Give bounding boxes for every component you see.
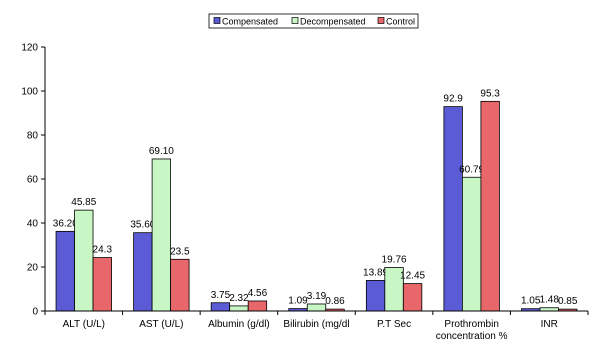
x-category-label: Bilirubin (mg/dl — [283, 319, 349, 330]
legend-swatch-decompensated — [292, 18, 298, 24]
data-label-compensated-5: 92.9 — [443, 94, 463, 105]
data-label-decompensated-4: 19.76 — [382, 255, 407, 266]
legend-swatch-compensated — [214, 18, 220, 24]
data-label-decompensated-0: 45.85 — [71, 197, 96, 208]
legend-label-compensated: Compensated — [222, 17, 278, 27]
bar-decompensated-3 — [307, 304, 326, 311]
bar-decompensated-2 — [230, 306, 249, 311]
bar-compensated-0 — [56, 231, 75, 311]
data-label-decompensated-6: 1.48 — [539, 295, 559, 306]
x-category-label: concentration % — [436, 331, 508, 342]
bar-decompensated-1 — [152, 159, 171, 311]
y-tick-label: 0 — [32, 307, 38, 318]
data-label-control-5: 95.3 — [480, 88, 500, 99]
data-label-decompensated-3: 3.19 — [307, 291, 327, 302]
bar-compensated-4 — [366, 280, 385, 311]
bar-control-0 — [93, 258, 112, 311]
data-label-control-2: 4.56 — [248, 288, 268, 299]
data-label-compensated-2: 3.75 — [211, 290, 231, 301]
x-axis: ALT (U/L) AST (U/L) Albumin (g/dl) Bilirubi… — [45, 311, 588, 342]
data-label-control-6: 0.85 — [558, 296, 578, 307]
y-tick-label: 60 — [27, 175, 39, 186]
y-tick-label: 120 — [21, 43, 38, 54]
data-label-compensated-6: 1.05 — [521, 296, 541, 307]
y-tick-label: 20 — [27, 263, 39, 274]
data-label-control-1: 23.5 — [170, 246, 190, 257]
y-tick-label: 40 — [27, 219, 39, 230]
data-label-control-3: 0.86 — [325, 296, 345, 307]
bar-decompensated-5 — [462, 177, 481, 311]
bar-compensated-1 — [134, 233, 153, 311]
bar-control-5 — [481, 101, 500, 311]
y-axis: 0 20 40 60 80 100 120 — [21, 43, 45, 318]
y-tick-label: 100 — [21, 87, 38, 98]
bar-decompensated-0 — [75, 210, 94, 311]
bar-compensated-2 — [211, 303, 230, 311]
x-category-label: AST (U/L) — [139, 319, 183, 330]
data-label-compensated-3: 1.09 — [288, 296, 308, 307]
x-category-label: INR — [541, 319, 558, 330]
legend-label-control: Control — [386, 17, 415, 27]
data-label-decompensated-1: 69.10 — [149, 146, 174, 157]
x-category-label: P.T Sec — [377, 319, 411, 330]
data-label-control-0: 24.3 — [93, 245, 113, 256]
x-category-label: Prothrombin — [444, 319, 498, 330]
bar-control-1 — [171, 259, 190, 311]
legend: Compensated Decompensated Control — [209, 14, 418, 28]
data-label-control-4: 12.45 — [400, 271, 425, 282]
x-category-label: ALT (U/L) — [63, 319, 105, 330]
x-category-label: Albumin (g/dl) — [208, 319, 270, 330]
bar-control-2 — [248, 301, 267, 311]
data-label-decompensated-2: 2.32 — [229, 293, 249, 304]
legend-label-decompensated: Decompensated — [300, 17, 366, 27]
legend-swatch-control — [378, 18, 384, 24]
y-tick-label: 80 — [27, 131, 39, 142]
bar-compensated-5 — [444, 107, 463, 311]
bar-control-4 — [403, 284, 422, 311]
